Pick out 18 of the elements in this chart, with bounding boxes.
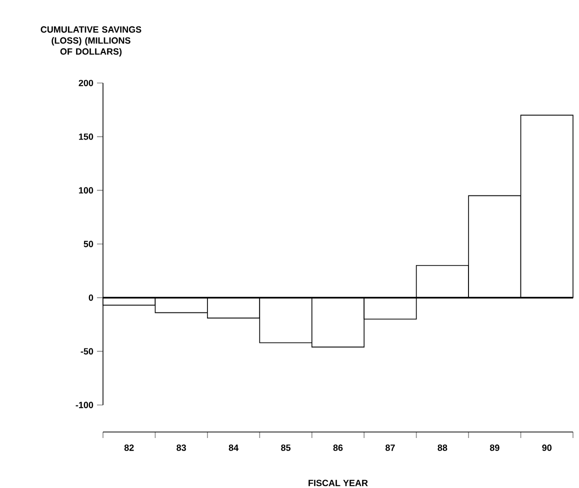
y-tick-label: 150 — [79, 133, 94, 140]
x-tick-label: 82 — [124, 444, 134, 451]
x-tick-label: 86 — [333, 444, 343, 451]
x-tick-label: 87 — [385, 444, 395, 451]
x-tick-label: 88 — [438, 444, 448, 451]
x-tick-label: 90 — [542, 444, 552, 451]
x-tick-label: 85 — [281, 444, 291, 451]
y-tick-label: 0 — [88, 294, 94, 301]
y-axis-title: CUMULATIVE SAVINGS (LOSS) (MILLIONS OF DOLLARS) — [40, 26, 142, 56]
y-tick-label: -100 — [76, 402, 94, 408]
y-tick-label: -50 — [80, 348, 94, 355]
x-axis-title: FISCAL YEAR — [308, 480, 368, 486]
x-tick-label: 83 — [176, 444, 186, 451]
x-tick-label: 89 — [490, 444, 500, 451]
y-tick-label: 200 — [78, 80, 94, 86]
y-tick-label: 100 — [79, 187, 94, 194]
x-tick-label: 84 — [228, 444, 239, 451]
y-tick-label: 50 — [84, 240, 94, 248]
